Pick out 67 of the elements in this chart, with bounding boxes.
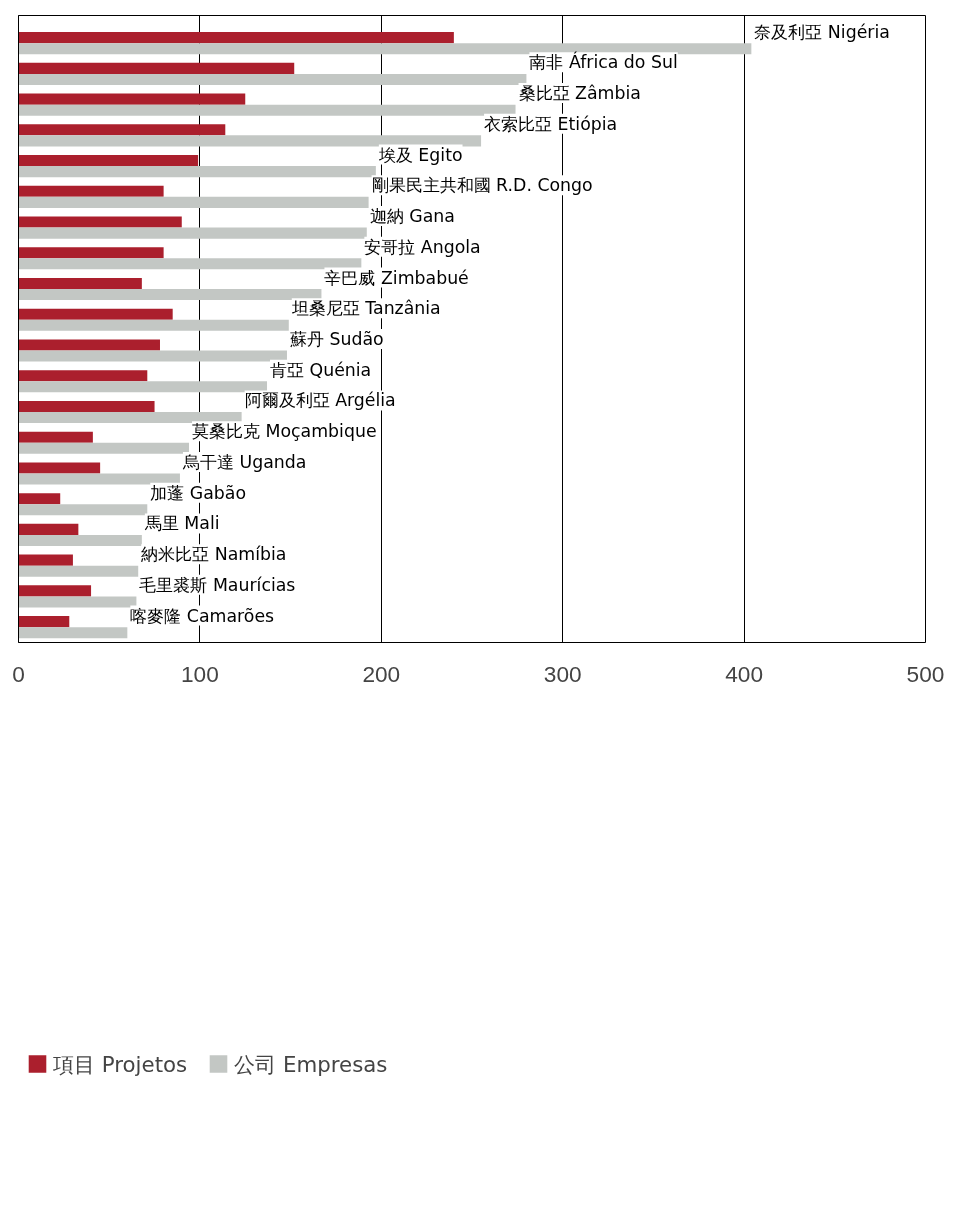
bar — [18, 277, 142, 290]
y-tick-label: 莫桑比克 Moçambique — [192, 421, 377, 442]
y-tick-label: 蘇丹 Sudão — [289, 328, 384, 349]
bar — [18, 32, 454, 44]
bar — [18, 616, 70, 628]
y-tick-label: 坦桑尼亞 Tanzânia — [290, 298, 441, 319]
x-tick-label: 500 — [906, 660, 945, 687]
y-tick-label: 毛里裘斯 Maurícias — [139, 574, 296, 595]
bar — [18, 493, 61, 505]
bar — [18, 523, 79, 535]
y-tick-label: 桑比亞 Zâmbia — [518, 83, 641, 104]
bar — [18, 104, 516, 116]
x-tick-label: 200 — [362, 660, 401, 687]
legend-label: 公司 Empresas — [234, 1050, 388, 1079]
y-tick-label: 迦納 Gana — [369, 206, 455, 227]
bar — [18, 216, 182, 228]
bar — [18, 473, 180, 485]
x-tick-label: 400 — [725, 660, 764, 687]
bar — [18, 73, 527, 85]
bar — [18, 62, 295, 74]
y-tick-label: 喀麥隆 Camarões — [130, 605, 275, 626]
bar — [18, 308, 173, 320]
y-tick-label: 南非 África do Sul — [529, 51, 678, 73]
y-tick-label: 辛巴威 Zimbabué — [324, 267, 469, 288]
bar — [18, 124, 226, 136]
bar — [18, 585, 92, 597]
y-tick-label: 加蓬 Gabão — [150, 482, 247, 503]
bar — [18, 534, 142, 546]
bar — [18, 166, 376, 178]
bar — [18, 350, 287, 362]
bar — [18, 185, 164, 197]
bar — [18, 596, 137, 608]
x-tick-label: 0 — [12, 660, 25, 687]
bar — [18, 627, 128, 639]
bar — [18, 258, 362, 270]
bar — [18, 289, 322, 301]
y-tick-label: 納米比亞 Namíbia — [141, 544, 287, 565]
bar — [18, 319, 289, 331]
y-tick-label: 奈及利亞 Nigéria — [754, 21, 890, 42]
bar — [18, 227, 367, 239]
y-tick-label: 肯亞 Quénia — [270, 359, 372, 380]
bar — [18, 554, 73, 566]
y-tick-label: 衣索比亞 Etiópia — [484, 113, 618, 134]
bar — [18, 411, 242, 424]
bar — [18, 155, 199, 167]
y-tick-label: 安哥拉 Angola — [364, 236, 481, 257]
bar — [18, 565, 139, 577]
y-tick-label: 烏干達 Uganda — [181, 451, 307, 472]
bar — [18, 504, 148, 516]
bar — [18, 370, 148, 382]
bar — [18, 462, 101, 474]
bar — [18, 431, 93, 443]
bar — [18, 247, 164, 259]
bar — [18, 339, 160, 351]
x-tick-label: 100 — [181, 660, 219, 687]
y-tick-label: 剛果民主共和國 R.D. Congo — [371, 175, 593, 196]
x-tick-label: 300 — [543, 660, 582, 687]
bar — [18, 93, 246, 105]
y-tick-label: 馬里 Mali — [143, 513, 220, 534]
bar — [18, 400, 155, 412]
legend-label: 項目 Projetos — [53, 1050, 188, 1079]
bar — [18, 442, 190, 454]
y-tick-label: 阿爾及利亞 Argélia — [244, 390, 396, 411]
bar — [18, 381, 268, 393]
bar — [18, 135, 482, 147]
bar — [18, 196, 369, 208]
y-tick-label: 埃及 Egito — [377, 144, 463, 165]
